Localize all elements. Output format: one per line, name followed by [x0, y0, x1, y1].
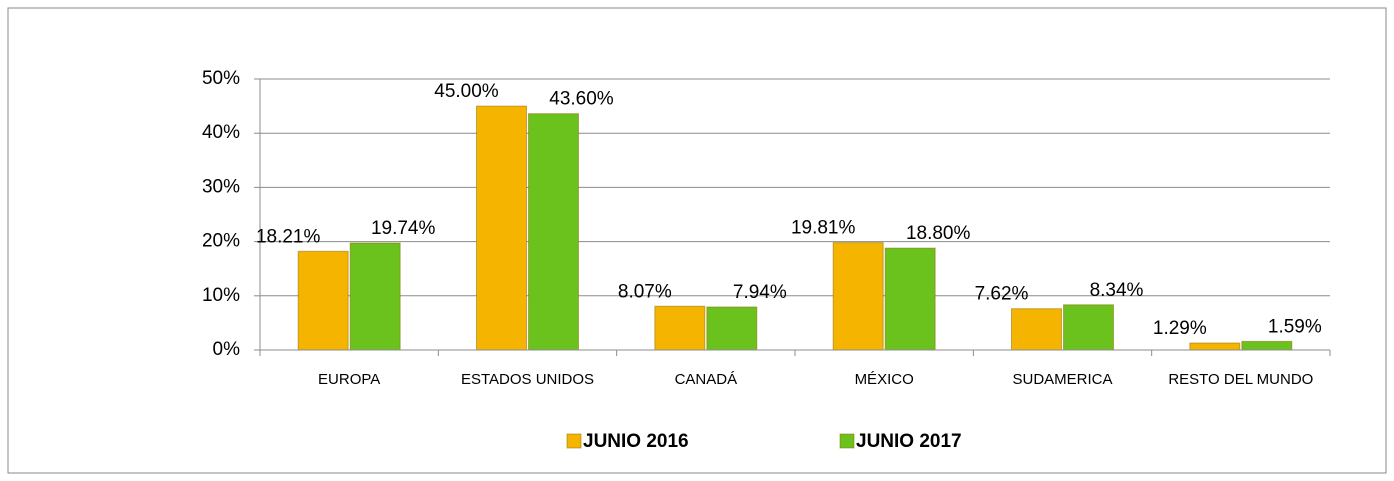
y-tick-label: 50%: [202, 68, 240, 89]
data-label: 18.80%: [906, 223, 971, 244]
data-label: 7.94%: [733, 282, 787, 303]
y-tick-label: 0%: [213, 339, 241, 360]
bar: [1189, 342, 1241, 351]
y-tick-label: 20%: [202, 231, 240, 252]
legend-label: JUNIO 2016: [583, 431, 689, 452]
bar: [884, 247, 936, 351]
bar: [1011, 308, 1062, 351]
bar: [297, 250, 349, 351]
bar: [832, 242, 884, 351]
bar: [1063, 304, 1114, 351]
data-label: 8.34%: [1090, 280, 1144, 301]
x-tick-label: RESTO DEL MUNDO: [1168, 371, 1313, 388]
x-tick-label: MÉXICO: [855, 371, 914, 388]
legend-swatch: [839, 433, 855, 449]
x-tick-label: ESTADOS UNIDOS: [461, 371, 594, 388]
y-tick-label: 30%: [202, 176, 240, 197]
y-tick-label: 10%: [202, 285, 240, 306]
bar: [654, 305, 706, 351]
bar: [349, 242, 401, 351]
data-label: 43.60%: [549, 89, 614, 110]
chart-frame: [7, 7, 1387, 474]
y-tick-label: 40%: [202, 122, 240, 143]
data-label: 1.59%: [1268, 316, 1322, 337]
x-tick-label: EUROPA: [318, 371, 380, 388]
data-label: 8.07%: [618, 281, 672, 302]
x-tick-label: SUDAMERICA: [1012, 371, 1112, 388]
data-label: 18.21%: [256, 226, 321, 247]
x-tick-label: CANADÁ: [675, 371, 738, 388]
legend-swatch: [566, 433, 582, 449]
data-label: 7.62%: [975, 284, 1029, 305]
data-label: 19.81%: [791, 218, 856, 239]
data-label: 19.74%: [371, 218, 436, 239]
data-label: 1.29%: [1153, 318, 1207, 339]
bar: [706, 306, 758, 351]
data-label: 45.00%: [434, 81, 499, 102]
legend-label: JUNIO 2017: [856, 431, 962, 452]
bar: [476, 105, 527, 351]
bar: [528, 113, 579, 351]
bar: [1241, 340, 1293, 351]
